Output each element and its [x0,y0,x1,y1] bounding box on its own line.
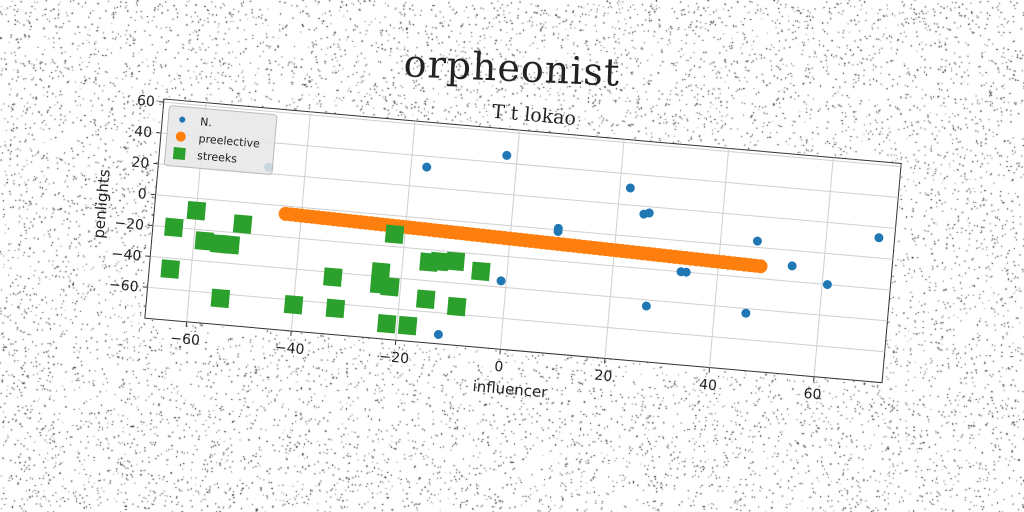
data-point [415,289,436,309]
data-point [741,308,751,318]
y-tick-label: 40 [134,124,153,141]
y-tick-label: 0 [137,186,147,203]
data-point [822,280,832,290]
data-point [376,314,397,334]
y-gridline [161,132,899,198]
y-gridline [163,101,901,168]
y-tick-label: 20 [131,155,150,172]
data-point [232,214,253,234]
x-axis-label: influencer [472,377,549,402]
chart-title: T t lokao [491,101,577,130]
data-point [283,294,304,315]
data-point [429,251,450,272]
data-point [325,298,346,319]
legend-swatch [172,147,186,161]
data-point [496,276,506,286]
data-point [502,150,512,160]
y-axis-label: penlights [90,168,114,239]
x-tick-label: 60 [803,386,822,403]
legend-label: N. [200,115,213,129]
data-point [752,236,762,246]
series-0 [264,150,884,340]
legend-label: preelective [198,132,260,150]
series-1 [278,206,768,274]
data-point [874,233,884,243]
y-gridline [155,194,893,260]
data-point [644,208,654,218]
data-point [625,183,635,193]
data-point [384,224,405,245]
x-tick-label: −40 [274,340,305,359]
y-gridline [147,286,885,353]
y-tick-label: −20 [114,215,145,234]
data-point [323,267,343,287]
x-tick-label: 40 [698,377,717,394]
y-tick-label: −60 [108,277,139,296]
data-point [446,296,467,317]
data-point [164,217,184,238]
gridlines [147,101,901,377]
x-tick-label: −20 [379,349,410,368]
tick-labels: −60 −40 −20 0 20 40 60 −60 −40 −20 0 20 40 60 [108,93,822,404]
legend-box [163,105,278,175]
data-point [220,235,241,255]
x-gridline [813,157,834,377]
y-gridline [158,163,896,229]
data-point [787,261,797,271]
y-gridline [152,225,891,291]
data-point [194,231,215,251]
data-point [397,315,418,336]
series-2 [160,200,491,336]
legend-swatch [179,116,186,123]
y-tick-label: −40 [111,246,142,265]
data-point [422,162,432,172]
data-point [160,259,180,279]
plot-group: −60 −40 −20 0 20 40 60 −60 −40 −20 0 20 40 60 T t lok… [90,93,902,404]
legend-swatch [175,131,186,142]
data-point [681,267,691,277]
data-point [445,251,466,272]
data-marks [160,150,884,340]
data-point [753,259,768,274]
data-point [380,276,400,297]
data-point [186,200,207,221]
y-tick-label: 60 [136,93,155,110]
x-tick-label: −60 [170,330,201,349]
data-point [471,261,491,282]
y-gridline [150,255,888,322]
data-point [433,330,443,340]
data-point [553,226,563,236]
data-point [210,288,231,309]
x-tick-label: 0 [494,359,504,376]
x-tick-label: 20 [594,368,613,385]
legend-label: streeks [197,149,238,165]
data-point [641,301,651,311]
